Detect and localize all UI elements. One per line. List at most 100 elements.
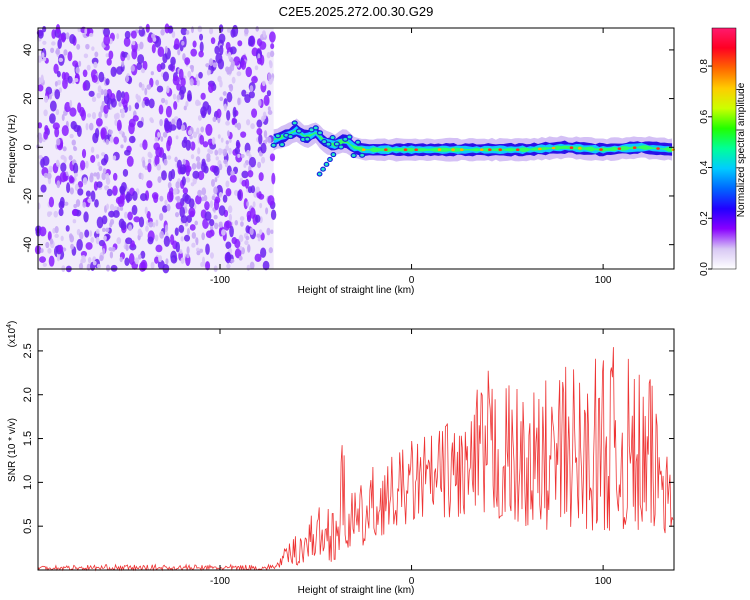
noise-blob xyxy=(144,87,148,96)
noise-blob xyxy=(64,201,69,206)
snr-x-ticks: -100 0 100 xyxy=(210,329,612,587)
noise-blob xyxy=(48,196,55,208)
noise-blob xyxy=(241,89,247,97)
noise-blob xyxy=(53,63,59,74)
noise-blob xyxy=(159,230,165,239)
noise-blob xyxy=(236,71,242,77)
noise-blob xyxy=(189,224,196,231)
noise-blob xyxy=(75,66,80,74)
noise-blob xyxy=(209,200,214,209)
noise-blob xyxy=(91,111,97,120)
noise-blob xyxy=(269,153,276,162)
noise-blob xyxy=(180,77,186,87)
noise-blob xyxy=(59,171,67,183)
noise-blob xyxy=(54,89,61,100)
noise-blob xyxy=(147,162,152,173)
noise-blob xyxy=(239,216,245,221)
noise-blob xyxy=(245,149,251,157)
noise-blob xyxy=(81,148,87,159)
noise-blob xyxy=(58,33,65,40)
noise-blob xyxy=(48,94,52,100)
noise-blob xyxy=(68,155,73,161)
noise-blob xyxy=(106,203,109,210)
noise-blob xyxy=(151,33,156,39)
noise-blob xyxy=(259,229,263,235)
noise-blob xyxy=(250,185,256,194)
noise-blob xyxy=(190,141,196,151)
noise-blob xyxy=(123,36,131,47)
noise-blob xyxy=(105,139,110,145)
noise-blob xyxy=(96,216,104,229)
noise-blob xyxy=(94,128,100,139)
noise-blob xyxy=(222,194,228,203)
noise-blob xyxy=(103,153,109,164)
track-blob xyxy=(330,151,337,158)
track-blob xyxy=(333,141,340,147)
noise-blob xyxy=(61,113,65,122)
noise-blob xyxy=(223,159,228,165)
noise-blob xyxy=(63,156,67,164)
snr-frame xyxy=(37,328,675,571)
noise-blob xyxy=(269,50,275,58)
noise-blob xyxy=(158,104,164,115)
track-blob xyxy=(278,141,286,148)
noise-blob xyxy=(218,163,223,171)
noise-blob xyxy=(225,180,230,188)
noise-blob xyxy=(211,137,216,145)
noise-blob xyxy=(199,134,205,145)
noise-blob xyxy=(82,177,88,185)
noise-blob xyxy=(249,85,254,92)
noise-blob xyxy=(163,235,171,247)
noise-blob xyxy=(155,244,163,253)
track-blob xyxy=(312,125,319,131)
snr-y-scale-base: (x10 xyxy=(7,327,18,347)
noise-blob xyxy=(85,122,89,131)
noise-blob xyxy=(248,91,255,99)
noise-blob xyxy=(185,29,190,35)
noise-blob xyxy=(37,55,42,63)
noise-blob xyxy=(147,158,152,164)
noise-blob xyxy=(213,186,218,195)
noise-blob xyxy=(222,91,227,96)
noise-blob xyxy=(124,257,130,266)
track-peak xyxy=(459,148,464,152)
noise-blob xyxy=(105,227,110,233)
noise-blob xyxy=(197,25,203,33)
snr-y-scale-exponent: 4 xyxy=(6,324,13,328)
noise-blob xyxy=(170,56,176,66)
snr-y-scale-close: ) xyxy=(7,321,18,324)
noise-blob xyxy=(173,116,179,122)
noise-blob xyxy=(90,237,95,243)
noise-blob xyxy=(58,244,64,253)
noise-blob xyxy=(195,237,199,246)
noise-blob xyxy=(106,188,113,197)
noise-blob xyxy=(83,53,89,59)
noise-blob xyxy=(42,40,47,45)
noise-blob xyxy=(172,93,177,100)
noise-blob xyxy=(96,92,102,99)
noise-blob xyxy=(82,201,87,208)
track-peak xyxy=(479,148,484,152)
noise-blob xyxy=(251,75,258,84)
noise-blob xyxy=(265,207,269,215)
noise-blob xyxy=(91,74,98,83)
noise-blob xyxy=(61,125,69,137)
noise-blob xyxy=(204,211,212,221)
noise-blob xyxy=(112,210,120,218)
track-blob xyxy=(274,133,281,139)
noise-blob xyxy=(135,93,139,100)
track-blob xyxy=(327,156,333,163)
noise-blob xyxy=(185,100,189,107)
noise-blob xyxy=(267,109,273,116)
noise-blob xyxy=(74,78,79,83)
noise-blob xyxy=(226,27,232,33)
noise-blob xyxy=(199,33,204,41)
noise-blob xyxy=(86,113,92,118)
noise-blob xyxy=(174,227,179,236)
noise-blob xyxy=(156,163,162,171)
noise-blob xyxy=(191,26,194,34)
noise-blob xyxy=(190,48,198,57)
noise-blob xyxy=(234,248,242,259)
noise-blob xyxy=(80,160,86,171)
